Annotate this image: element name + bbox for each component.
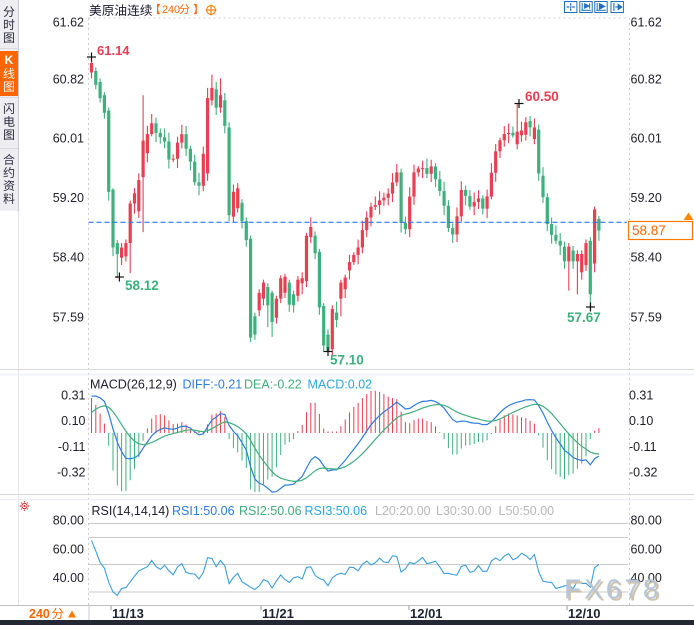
svg-text:L50:50.00: L50:50.00 bbox=[499, 504, 555, 518]
svg-text:0.10: 0.10 bbox=[61, 414, 85, 428]
svg-text:61.62: 61.62 bbox=[53, 16, 84, 30]
svg-text:-0.32: -0.32 bbox=[57, 466, 86, 480]
svg-text:240: 240 bbox=[29, 607, 50, 621]
svg-text:40.00: 40.00 bbox=[631, 571, 662, 585]
svg-text:L20:20.00: L20:20.00 bbox=[375, 504, 431, 518]
svg-text:58.12: 58.12 bbox=[125, 278, 159, 293]
svg-text:57.67: 57.67 bbox=[567, 310, 601, 325]
svg-text:60.82: 60.82 bbox=[53, 73, 84, 87]
svg-text:-0.11: -0.11 bbox=[629, 440, 657, 454]
svg-text:MACD:0.02: MACD:0.02 bbox=[308, 378, 373, 392]
svg-text:58.87: 58.87 bbox=[632, 223, 666, 238]
svg-text:58.40: 58.40 bbox=[53, 251, 84, 265]
svg-text:59.20: 59.20 bbox=[631, 191, 662, 205]
svg-text:0.10: 0.10 bbox=[629, 414, 653, 428]
svg-text:60.82: 60.82 bbox=[631, 73, 662, 87]
svg-text:40.00: 40.00 bbox=[53, 571, 84, 585]
svg-text:12/01: 12/01 bbox=[410, 606, 443, 621]
svg-text:80.00: 80.00 bbox=[631, 514, 662, 528]
svg-text:60.00: 60.00 bbox=[631, 543, 662, 557]
svg-text:K: K bbox=[5, 53, 14, 67]
svg-text:80.00: 80.00 bbox=[53, 514, 84, 528]
svg-text:12/10: 12/10 bbox=[568, 606, 601, 621]
svg-text:57.10: 57.10 bbox=[330, 353, 364, 368]
svg-text:0.31: 0.31 bbox=[629, 389, 653, 403]
svg-text:MACD(26,12,9): MACD(26,12,9) bbox=[90, 378, 177, 392]
svg-text:11/13: 11/13 bbox=[112, 606, 144, 621]
svg-text:RSI(14,14,14): RSI(14,14,14) bbox=[92, 504, 170, 518]
svg-text:0.31: 0.31 bbox=[61, 389, 85, 403]
svg-text:60.50: 60.50 bbox=[525, 89, 559, 104]
svg-text:57.59: 57.59 bbox=[631, 311, 662, 325]
svg-text:DEA:-0.22: DEA:-0.22 bbox=[244, 378, 302, 392]
svg-text:60.01: 60.01 bbox=[53, 132, 84, 146]
svg-text:-0.11: -0.11 bbox=[58, 440, 86, 454]
svg-text:61.14: 61.14 bbox=[97, 43, 130, 58]
svg-text:DIFF:-0.21: DIFF:-0.21 bbox=[183, 378, 243, 392]
svg-text:-0.32: -0.32 bbox=[629, 466, 658, 480]
svg-text:11/21: 11/21 bbox=[262, 606, 294, 621]
svg-text:RSI3:50.06: RSI3:50.06 bbox=[305, 504, 368, 518]
svg-text:RSI2:50.06: RSI2:50.06 bbox=[239, 504, 302, 518]
svg-text:FX678: FX678 bbox=[564, 574, 662, 605]
svg-text:FX678: FX678 bbox=[566, 576, 664, 607]
svg-text:58.40: 58.40 bbox=[631, 251, 662, 265]
svg-text:RSI1:50.06: RSI1:50.06 bbox=[172, 504, 235, 518]
svg-text:60.00: 60.00 bbox=[53, 543, 84, 557]
svg-text:57.59: 57.59 bbox=[53, 311, 84, 325]
svg-text:L30:30.00: L30:30.00 bbox=[436, 504, 492, 518]
svg-text:59.20: 59.20 bbox=[53, 191, 84, 205]
svg-text:240: 240 bbox=[162, 4, 180, 16]
svg-text:60.01: 60.01 bbox=[631, 132, 662, 146]
svg-text:61.62: 61.62 bbox=[631, 16, 662, 30]
